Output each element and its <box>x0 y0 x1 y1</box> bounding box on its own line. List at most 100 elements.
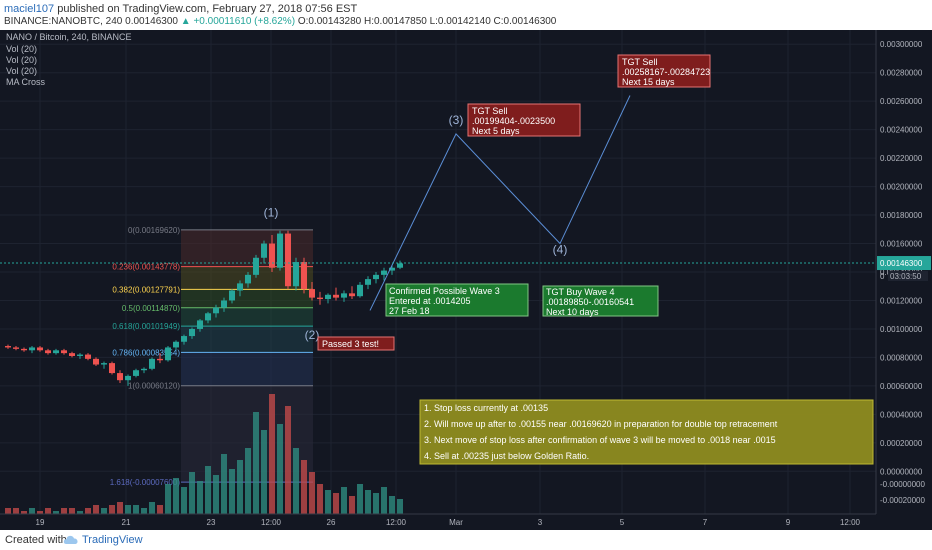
candle-body <box>253 257 259 275</box>
candle-body <box>21 348 27 351</box>
candle-body <box>325 294 331 300</box>
publish-info: maciel107 published on TradingView.com, … <box>4 3 357 15</box>
fib-level-label: 1.618(-0.00007600) <box>110 478 181 487</box>
candle-body <box>285 233 291 287</box>
price-tick-label: 0.00020000 <box>880 439 923 448</box>
symbol-label: BINANCE:NANOBTC, 240 <box>4 16 123 27</box>
time-tick-label: 3 <box>538 518 543 527</box>
price-tick-label: 0.00000000 <box>880 467 923 476</box>
volume-bar <box>173 478 179 514</box>
candle-body <box>381 270 387 275</box>
candle-body <box>389 267 395 271</box>
volume-bar <box>101 508 107 514</box>
tgt-buy-wave4-box[interactable]: TGT Buy Wave 4 .00189850-.00160541 Next … <box>542 285 659 317</box>
fib-level-label: 1(0.00060120) <box>128 382 180 391</box>
candle-body <box>237 283 243 291</box>
candle-body <box>173 341 179 348</box>
indicator-label[interactable]: MA Cross <box>6 77 46 87</box>
tgt-sell-wave5-title: TGT Sell <box>622 57 657 67</box>
price-change: +0.00011610 (+8.62%) <box>193 16 296 27</box>
time-tick-label: 5 <box>620 518 625 527</box>
candle-body <box>181 336 187 342</box>
volume-bar <box>285 406 291 514</box>
time-tick-label: 7 <box>703 518 708 527</box>
published-text: published on TradingView.com, February 2… <box>57 3 358 15</box>
volume-bar <box>205 466 211 514</box>
fib-level-label: 0.618(0.00101949) <box>112 322 180 331</box>
price-marker: 0 <box>880 272 885 281</box>
time-tick-label: 12:00 <box>840 518 861 527</box>
candle-body <box>245 274 251 284</box>
tgt-buy-time: Next 10 days <box>546 307 599 317</box>
indicator-label[interactable]: Vol (20) <box>6 66 37 76</box>
confirmed-wave3-box[interactable]: Confirmed Possible Wave 3 Entered at .00… <box>385 283 529 317</box>
candle-body <box>29 347 35 351</box>
price-chart[interactable]: 0(0.00169620) 0.236(0.00143778) 0.382(0.00… <box>0 30 932 530</box>
note-item: 2. Will move up after to .00155 near .00… <box>424 419 778 429</box>
volume-bar <box>325 490 331 514</box>
price-tick-label: 0.00160000 <box>880 240 923 249</box>
tgt-sell-wave3-title: TGT Sell <box>472 106 507 116</box>
time-tick-label: 9 <box>786 518 791 527</box>
fib-level-label: 0.5(0.00114870) <box>122 304 180 313</box>
current-price-label: 0.00146300 <box>880 259 923 268</box>
candle-body <box>117 373 123 381</box>
tgt-buy-title: TGT Buy Wave 4 <box>546 287 615 297</box>
volume-bar <box>309 472 315 514</box>
volume-bar <box>117 502 123 514</box>
volume-bar <box>237 460 243 514</box>
notes-box[interactable]: 1. Stop loss currently at .00135 2. Will… <box>419 399 874 465</box>
passed-test-box[interactable]: Passed 3 test! <box>317 336 395 351</box>
time-tick-label: 12:00 <box>261 518 282 527</box>
candle-body <box>357 284 363 297</box>
volume-bar <box>5 508 11 514</box>
candle-body <box>45 350 51 354</box>
indicator-label[interactable]: Vol (20) <box>6 55 37 65</box>
publish-header: maciel107 published on TradingView.com, … <box>0 0 932 30</box>
fib-zone <box>181 289 313 308</box>
volume-bar <box>253 412 259 514</box>
volume-bar <box>93 505 99 514</box>
price-tick-label: 0.00120000 <box>880 296 923 305</box>
tradingview-link[interactable]: TradingView <box>82 534 143 546</box>
confirmed-date: 27 Feb 18 <box>389 306 430 316</box>
candle-body <box>333 294 339 298</box>
fib-level-label: 0(0.00169620) <box>128 226 180 235</box>
candle-body <box>349 293 355 297</box>
fib-level-label: 0.786(0.00083554) <box>112 348 180 357</box>
candle-body <box>77 354 83 356</box>
candle-body <box>397 263 403 268</box>
tgt-sell-wave5-box[interactable]: TGT Sell .00258167-.00284723 Next 15 day… <box>617 54 711 88</box>
author-link[interactable]: maciel107 <box>4 3 55 15</box>
candle-body <box>189 328 195 337</box>
volume-bar <box>21 511 27 514</box>
indicator-label[interactable]: Vol (20) <box>6 44 37 54</box>
tgt-sell-wave3-box[interactable]: TGT Sell .00199404-.0023500 Next 5 days <box>467 103 581 137</box>
volume-bar <box>77 511 83 514</box>
candle-body <box>53 350 59 354</box>
price-tick-label: 0.00220000 <box>880 154 923 163</box>
volume-bar <box>397 499 403 514</box>
volume-bar <box>277 424 283 514</box>
price-tick-label: 0.00300000 <box>880 40 923 49</box>
note-item: 4. Sell at .00235 just below Golden Rati… <box>424 451 589 461</box>
projection-line <box>369 95 631 311</box>
time-tick-label: 19 <box>36 518 45 527</box>
countdown-tag <box>888 271 928 282</box>
fib-zone <box>181 352 313 386</box>
passed-test-text: Passed 3 test! <box>322 339 379 349</box>
wave-label: (4) <box>553 242 568 256</box>
confirmed-entry: Entered at .0014205 <box>389 296 471 306</box>
tradingview-cloud-icon <box>63 535 78 544</box>
candle-body <box>165 347 171 361</box>
chart-panel[interactable]: 0(0.00169620) 0.236(0.00143778) 0.382(0.00… <box>0 30 932 530</box>
price-tick-label: 0.00200000 <box>880 183 923 192</box>
volume-bar <box>141 508 147 514</box>
ohlc-values: O:0.00143280 H:0.00147850 L:0.00142140 C… <box>297 16 557 27</box>
fib-zone <box>181 326 313 353</box>
price-tick-label: 0.00040000 <box>880 410 923 419</box>
volume-bar <box>261 430 267 514</box>
volume-bar <box>365 490 371 514</box>
candle-body <box>365 279 371 285</box>
candle-body <box>269 243 275 268</box>
